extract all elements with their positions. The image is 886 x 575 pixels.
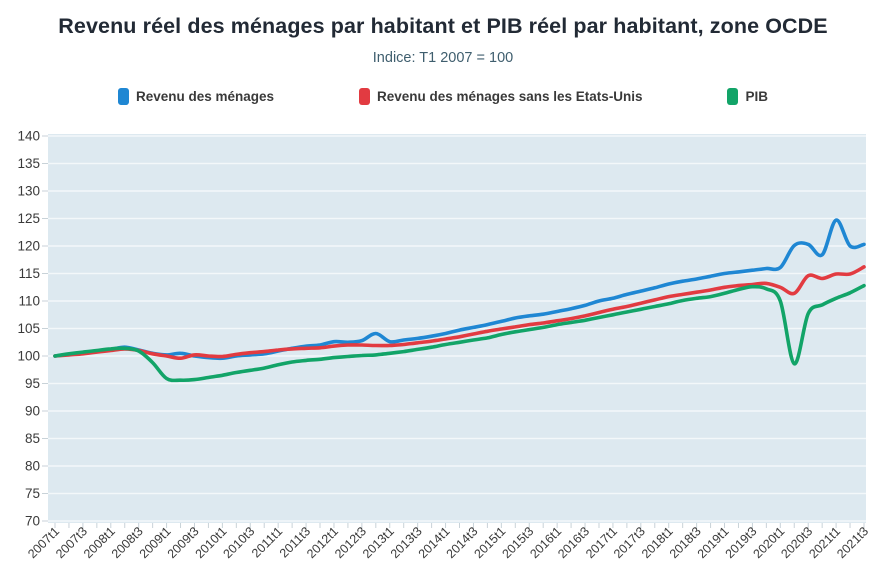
y-tick-label: 120 xyxy=(17,239,40,254)
x-tick-label: 2011t1 xyxy=(249,524,285,560)
legend-swatch-icon xyxy=(727,88,739,105)
legend-item-2: PIB xyxy=(727,88,768,105)
x-tick-label: 2010t3 xyxy=(220,524,257,561)
y-axis-labels: 70 75 80 85 90 95 100 105 110 115 120 125 130 135 140 xyxy=(17,129,48,529)
y-tick-label: 125 xyxy=(17,211,40,226)
legend-label: Revenu des ménages sans les Etats-Unis xyxy=(376,89,643,104)
legend-swatch-icon xyxy=(118,88,129,105)
legend-item-0: Revenu des ménages xyxy=(118,88,274,105)
series-line-1 xyxy=(53,265,866,361)
legend: Revenu des ménages Revenu des ménages san… xyxy=(118,88,768,105)
y-tick-label: 130 xyxy=(17,184,40,199)
y-tick-label: 115 xyxy=(18,266,40,281)
y-tick-label: 85 xyxy=(25,431,40,446)
x-axis-labels: 2007t12007t32008t12008t32009t12009t32010… xyxy=(25,523,871,561)
legend-item-1: Revenu des ménages sans les Etats-Unis xyxy=(358,88,643,105)
y-tick-label: 140 xyxy=(17,129,40,144)
legend-label: Revenu des ménages xyxy=(136,89,275,104)
y-tick-label: 135 xyxy=(17,156,40,171)
y-tick-label: 105 xyxy=(17,321,40,336)
y-tick-label: 70 xyxy=(25,514,40,529)
chart-title: Revenu réel des ménages par habitant et … xyxy=(58,14,828,38)
gridlines xyxy=(48,135,866,522)
y-tick-label: 100 xyxy=(17,349,40,364)
y-tick-label: 95 xyxy=(25,376,40,391)
series-line-2 xyxy=(53,283,866,383)
legend-swatch-icon xyxy=(358,88,370,105)
chart-subtitle: Indice: T1 2007 = 100 xyxy=(372,50,514,66)
y-tick-label: 80 xyxy=(25,459,40,474)
y-tick-label: 75 xyxy=(25,486,40,501)
legend-label: PIB xyxy=(745,89,768,104)
y-tick-label: 110 xyxy=(18,294,40,309)
x-tick-label: 2021t3 xyxy=(834,524,871,561)
y-tick-label: 90 xyxy=(25,404,40,419)
